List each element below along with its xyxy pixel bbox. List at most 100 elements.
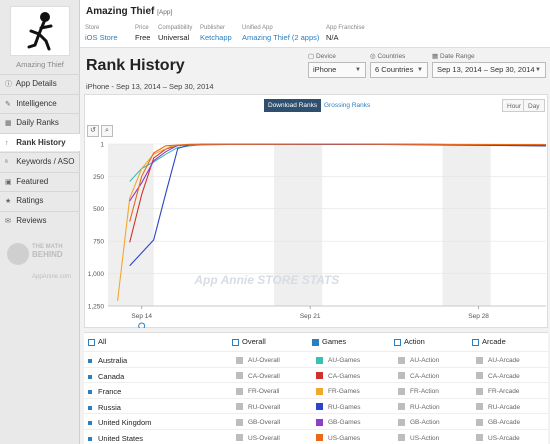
legend-series-action[interactable]: US-Action [398,430,439,444]
legend-header-games[interactable]: Games [312,333,346,351]
sidebar-item-app-details[interactable]: ⓘ App Details [0,74,80,92]
meta-label: App Franchise [326,25,365,31]
legend-series-games[interactable]: RU-Games [316,399,361,417]
legend-series-arcade[interactable]: US-Arcade [476,430,520,444]
download-ranks-tab[interactable]: Download Ranks [264,99,322,112]
legend-series-action[interactable]: FR-Action [398,383,439,401]
series-label: US-Action [410,434,440,442]
calendar-icon: ▦ [5,120,12,127]
country-bullet-icon [88,374,92,379]
checkbox-icon[interactable] [232,338,239,346]
meta-value[interactable]: Ketchapp [200,33,232,42]
app-title: Amazing Thief [App] [86,6,172,17]
legend-series-action[interactable]: CA-Action [398,368,439,386]
legend-series-overall[interactable]: US-Overall [236,430,280,444]
legend-row: Canada CA-Overall CA-Games CA-Action CA-Arca… [84,366,548,386]
y-tick-label: 500 [93,206,104,213]
meta-label: Price [135,25,149,31]
series-line-us-games[interactable] [129,143,547,222]
checkbox-icon[interactable] [88,338,95,346]
legend-header-all[interactable]: All [88,333,106,351]
legend-header-label: Arcade [482,337,506,346]
legend-country[interactable]: Australia [98,356,128,365]
meta-value[interactable]: Amazing Thief (2 apps) [242,33,320,42]
series-label: RU-Games [328,403,361,411]
zoom-icon[interactable]: ⌕ [101,125,113,137]
meta-value[interactable]: iOS Store [85,33,118,42]
legend-country[interactable]: United Kingdom [98,418,152,427]
date-range-control: ▦ Date Range Sep 13, 2014 – Sep 30, 2014… [432,52,546,78]
legend-series-games[interactable]: FR-Games [316,383,360,401]
legend-series-games[interactable]: AU-Games [316,352,360,370]
meta-price: Price Free [135,25,150,42]
meta-label: Unified App [242,25,273,31]
device-select[interactable]: iPhone ▼ [308,62,366,78]
legend-series-arcade[interactable]: CA-Arcade [476,368,520,386]
sidebar-item-reviews[interactable]: ✉ Reviews [0,210,80,229]
legend-country[interactable]: Canada [98,371,125,381]
legend-country[interactable]: Russia [98,402,121,412]
legend-series-overall[interactable]: FR-Overall [236,383,279,401]
country-bullet-icon [88,359,92,363]
sidebar-item-keywords-aso[interactable]: ᵃ Keywords / ASO [0,152,80,170]
sidebar-item-featured[interactable]: ▣ Featured [0,171,80,190]
legend-series-games[interactable]: US-Games [316,430,360,444]
sidebar-item-label: Rank History [14,137,66,147]
date-range-select[interactable]: Sep 13, 2014 – Sep 30, 2014 ▼ [432,62,546,78]
checkbox-icon[interactable] [472,338,479,346]
sidebar-item-rank-history[interactable]: ↑ Rank History [0,132,80,151]
grossing-ranks-tab[interactable]: Grossing Ranks [324,102,371,109]
thief-icon [27,12,53,51]
legend-series-overall[interactable]: GB-Overall [236,414,280,432]
reset-zoom-icon[interactable]: ↺ [87,125,99,137]
series-swatch [236,356,243,364]
series-label: GB-Arcade [488,419,521,426]
sidebar-item-ratings[interactable]: ★ Ratings [0,191,80,209]
series-swatch [236,434,243,442]
legend-series-games[interactable]: CA-Games [316,368,360,386]
legend-series-action[interactable]: RU-Action [398,399,440,417]
series-swatch [236,418,243,426]
legend-row: United Kingdom GB-Overall GB-Games GB-Actio… [84,413,548,431]
legend-series-arcade[interactable]: RU-Arcade [476,399,520,417]
checkbox-icon[interactable] [312,338,319,346]
day-button[interactable]: Day [523,99,545,112]
legend-header-arcade[interactable]: Arcade [472,333,506,351]
series-swatch [398,418,405,426]
legend-series-overall[interactable]: RU-Overall [236,399,280,417]
legend-header-label: Overall [242,337,266,346]
meta-label: Publisher [200,25,226,31]
device-label: ▢ Device [308,53,336,60]
legend-series-action[interactable]: AU-Action [398,352,439,370]
legend-country[interactable]: France [98,387,122,396]
app-title-tag: [App] [157,9,173,16]
legend-series-action[interactable]: GB-Action [398,414,440,432]
series-label: CA-Overall [248,372,280,380]
sidebar-item-daily-ranks[interactable]: ▦ Daily Ranks [0,113,80,131]
legend-header-overall[interactable]: Overall [232,333,266,351]
legend-row: France FR-Overall FR-Games FR-Action FR-Arca… [84,382,548,400]
countries-control: ◎ Countries 6 Countries ▼ [370,52,428,78]
app-annie-watermark: App Annie STORE STATS [193,273,339,287]
legend-header-action[interactable]: Action [394,333,425,351]
legend-series-arcade[interactable]: AU-Arcade [476,352,520,370]
legend-country[interactable]: United States [98,433,144,443]
series-swatch [398,403,405,411]
legend-series-overall[interactable]: AU-Overall [236,352,280,370]
legend-series-arcade[interactable]: GB-Arcade [476,414,520,432]
meta-value: N/A [326,33,339,42]
series-label: CA-Arcade [488,372,520,380]
event-marker-icon[interactable] [138,322,146,328]
page-subtitle: iPhone - Sep 13, 2014 – Sep 30, 2014 [86,82,214,91]
country-bullet-icon [88,421,92,425]
series-swatch [476,387,483,395]
checkbox-icon[interactable] [394,338,401,346]
hour-button[interactable]: Hour [502,99,527,112]
legend-series-games[interactable]: GB-Games [316,414,361,432]
legend-series-overall[interactable]: CA-Overall [236,368,280,386]
meta-label: Compatibility [158,25,193,31]
countries-select[interactable]: 6 Countries ▼ [370,62,428,78]
legend-series-arcade[interactable]: FR-Arcade [476,383,519,401]
sidebar-item-intelligence[interactable]: ✎ Intelligence [0,93,80,112]
